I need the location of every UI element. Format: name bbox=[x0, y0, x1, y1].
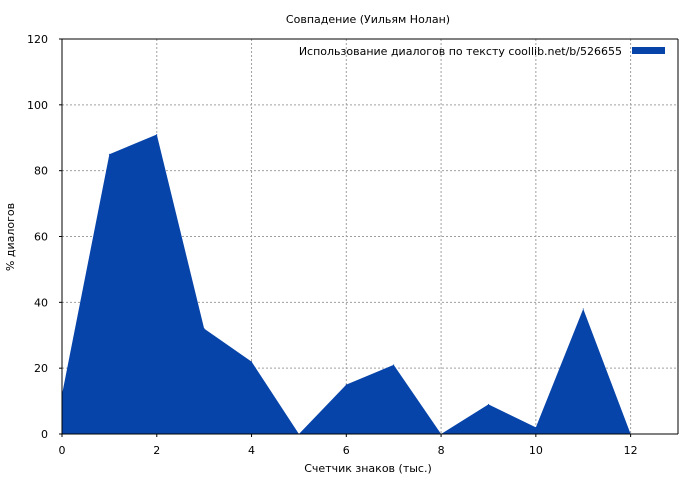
chart-title: Совпадение (Уильям Нолан) bbox=[286, 13, 450, 26]
data-point bbox=[251, 361, 253, 363]
series-area-fill bbox=[62, 134, 631, 435]
legend: Использование диалогов по тексту coollib… bbox=[299, 45, 665, 58]
y-axis-label: % диалогов bbox=[4, 203, 17, 271]
y-tick-label: 120 bbox=[27, 33, 48, 46]
axes bbox=[59, 38, 679, 437]
x-tick-label: 12 bbox=[624, 444, 638, 457]
y-tick-label: 40 bbox=[34, 296, 48, 309]
y-tick-label: 60 bbox=[34, 231, 48, 244]
data-point bbox=[156, 133, 158, 135]
x-axis-label: Счетчик знаков (тыс.) bbox=[304, 462, 432, 475]
data-point bbox=[345, 384, 347, 386]
x-tick-label: 4 bbox=[248, 444, 255, 457]
legend-label: Использование диалогов по тексту coollib… bbox=[299, 45, 622, 58]
y-tick-label: 80 bbox=[34, 165, 48, 178]
legend-swatch bbox=[632, 47, 665, 54]
x-tick-label: 10 bbox=[529, 444, 543, 457]
y-tick-label: 0 bbox=[41, 428, 48, 441]
data-point bbox=[393, 364, 395, 366]
x-tick-label: 6 bbox=[343, 444, 350, 457]
x-tick-label: 2 bbox=[153, 444, 160, 457]
data-point bbox=[203, 328, 205, 330]
data-point bbox=[487, 403, 489, 405]
x-tick-label: 8 bbox=[438, 444, 445, 457]
tick-labels: 0 20 40 60 80 100 120 0 2 4 6 8 10 12 bbox=[27, 33, 638, 457]
y-tick-label: 20 bbox=[34, 362, 48, 375]
y-tick-label: 100 bbox=[27, 99, 48, 112]
data-point bbox=[535, 426, 537, 428]
x-tick-label: 0 bbox=[59, 444, 66, 457]
data-point bbox=[582, 308, 584, 310]
data-point bbox=[108, 153, 110, 155]
